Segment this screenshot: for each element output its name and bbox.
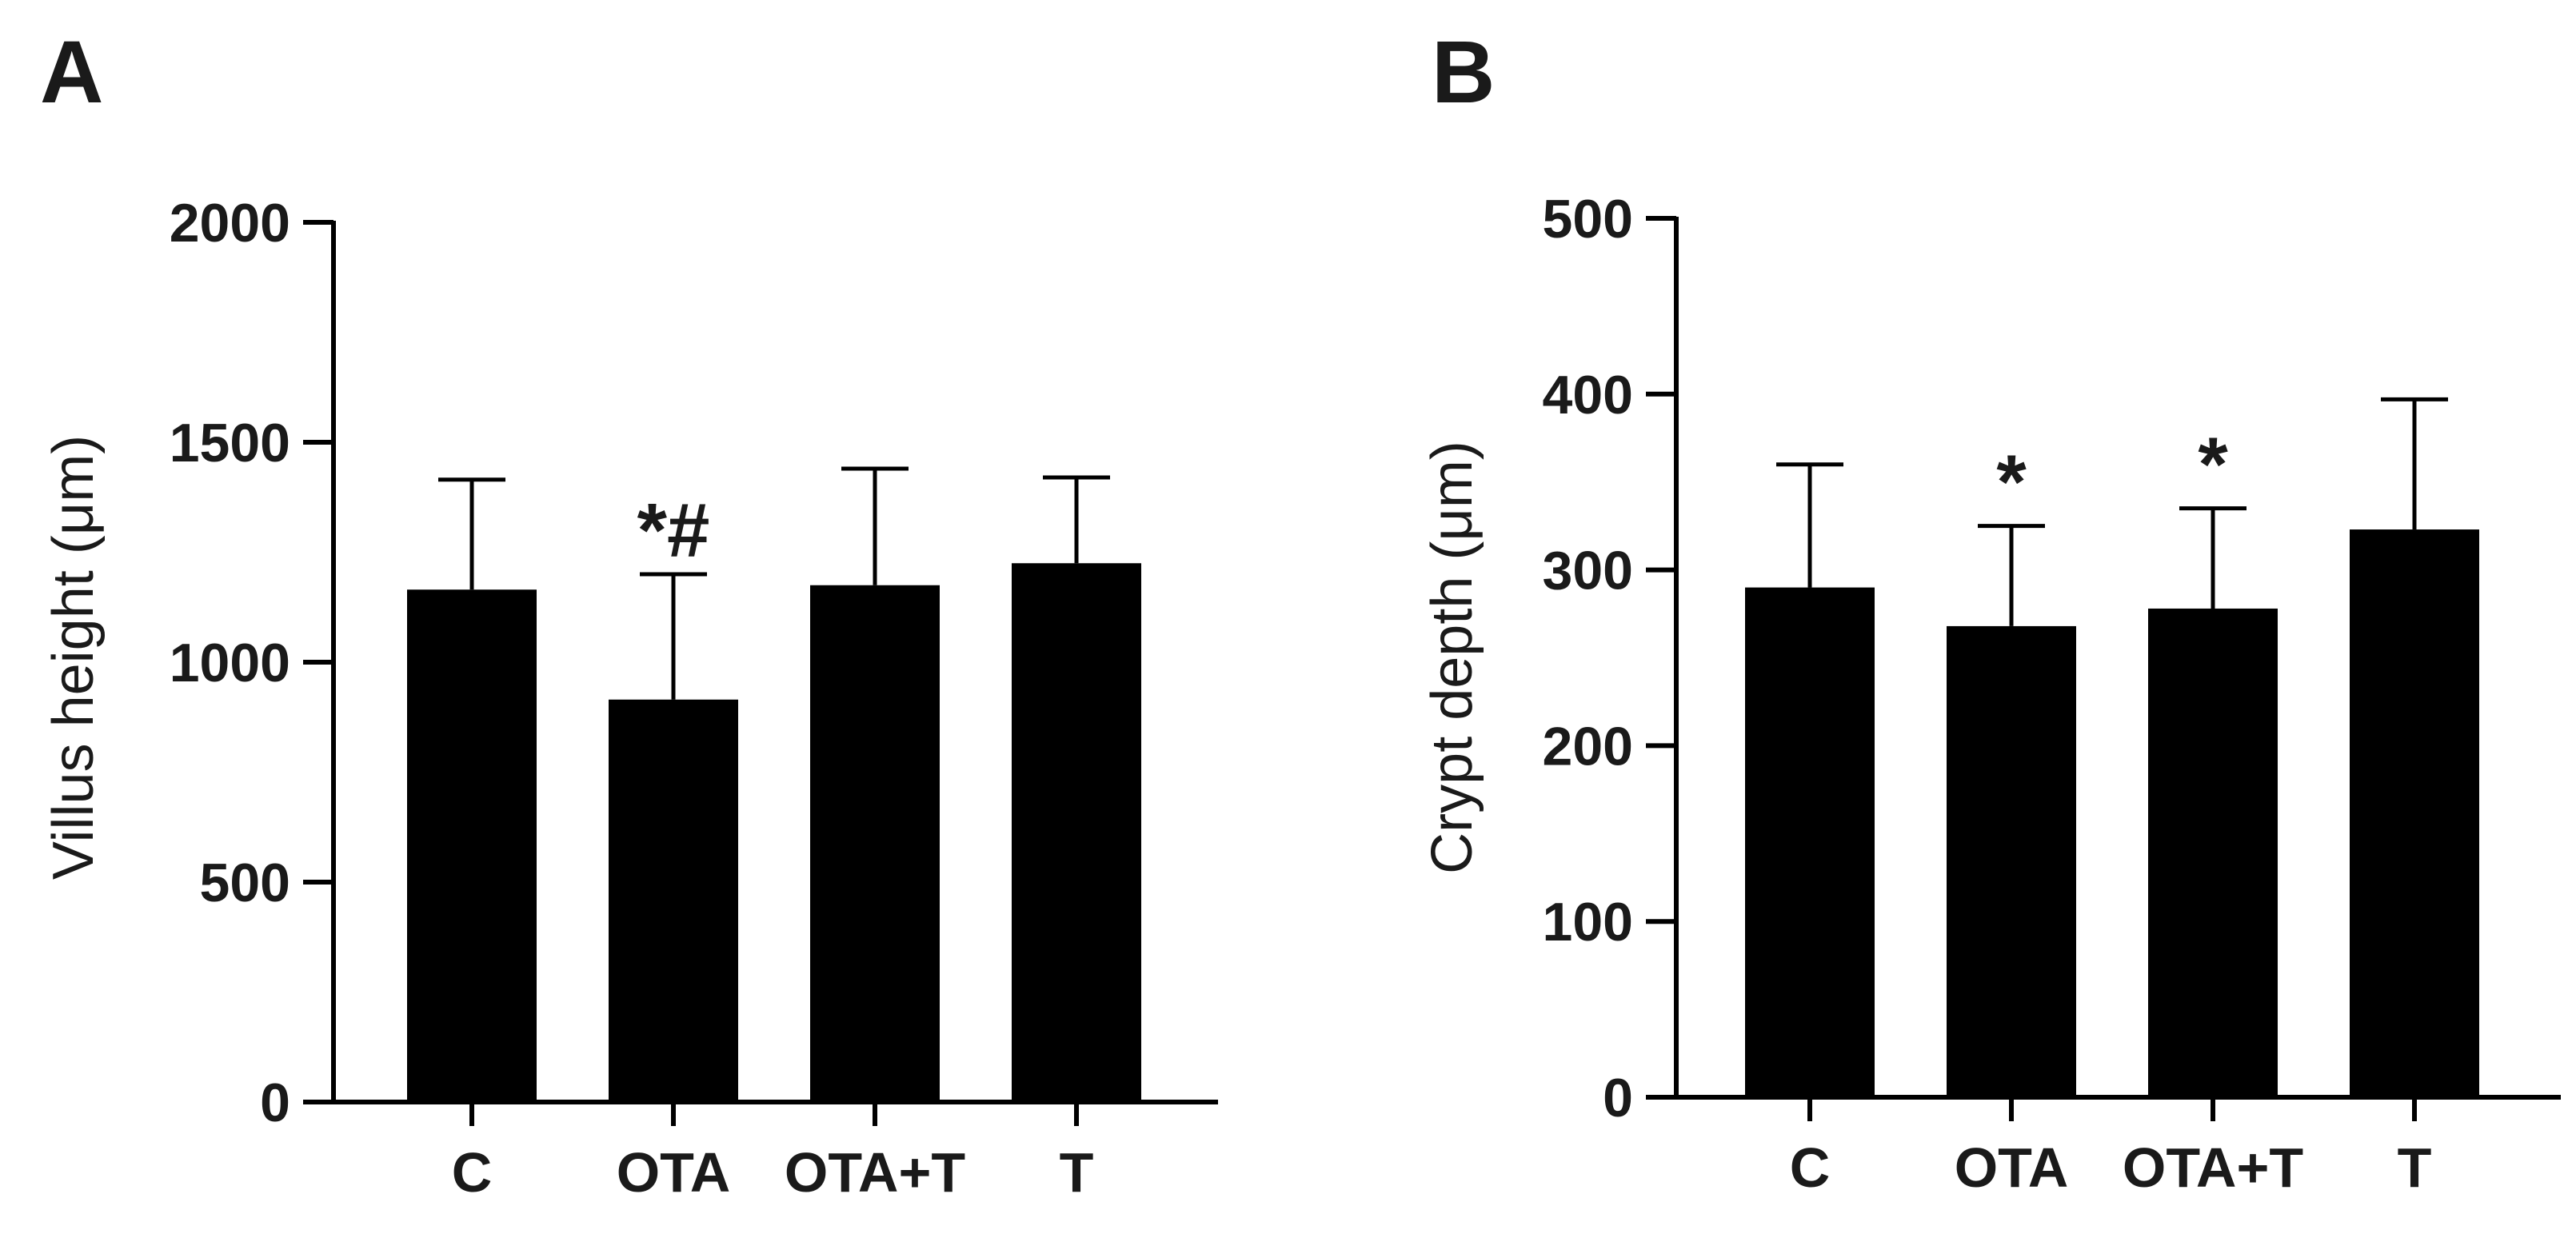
panel-b-bar-t xyxy=(2350,529,2479,1097)
panel-b-x-tick-label-ota-t: OTA+T xyxy=(2123,1136,2303,1199)
panel-a-y-tick-label-2000: 2000 xyxy=(170,193,290,254)
panel-b-y-tick-label-300: 300 xyxy=(1543,541,1633,601)
panel-b-bar-ota-t xyxy=(2148,608,2278,1097)
panel-b-y-tick-label-100: 100 xyxy=(1543,892,1633,952)
panel-a-x-tick-label-c: C xyxy=(452,1141,493,1204)
panel-a-y-tick-label-0: 0 xyxy=(260,1072,290,1133)
panel-a-significance-ota: *# xyxy=(637,488,710,573)
panel-a-y-axis-title: Villus height (μm) xyxy=(42,435,106,880)
panel-a-bar-ota-t xyxy=(810,585,940,1102)
panel-b-significance-ota: * xyxy=(1996,440,2027,525)
panel-a: A C *# OTA OTA+T T 0 500 1000 1500 2000 Villus he… xyxy=(40,23,1218,1204)
panel-b-bar-c xyxy=(1745,587,1875,1097)
panel-a-y-tick-label-1000: 1000 xyxy=(170,633,290,693)
panel-b-x-tick-label-ota: OTA xyxy=(1955,1136,2069,1199)
panel-b-significance-ota-t: * xyxy=(2198,422,2228,508)
panel-b-y-tick-label-0: 0 xyxy=(1603,1068,1633,1128)
panel-a-y-tick-label-500: 500 xyxy=(200,853,290,913)
panel-b-letter: B xyxy=(1432,23,1495,122)
panel-b-y-tick-label-500: 500 xyxy=(1543,189,1633,250)
panel-b-x-tick-label-t: T xyxy=(2398,1136,2432,1199)
panel-a-x-tick-label-t: T xyxy=(1060,1141,1094,1204)
panel-b-bar-ota xyxy=(1947,625,2076,1097)
panel-a-x-tick-label-ota: OTA xyxy=(617,1141,731,1204)
panel-a-letter: A xyxy=(40,23,103,122)
panel-b: B C * OTA * OTA+T T 0 100 200 300 400 500 Crypt dep… xyxy=(1420,23,2561,1199)
panel-a-bar-ota xyxy=(609,699,738,1102)
panel-a-x-tick-label-ota-t: OTA+T xyxy=(785,1141,965,1204)
panel-a-bar-c xyxy=(407,589,537,1102)
panel-b-y-tick-label-200: 200 xyxy=(1543,716,1633,777)
panel-a-bar-t xyxy=(1012,563,1141,1102)
panel-a-y-tick-label-1500: 1500 xyxy=(170,413,290,473)
panel-b-x-tick-label-c: C xyxy=(1790,1136,1831,1199)
panel-b-y-axis-title: Crypt depth (μm) xyxy=(1420,441,1484,874)
panel-b-y-tick-label-400: 400 xyxy=(1543,365,1633,425)
